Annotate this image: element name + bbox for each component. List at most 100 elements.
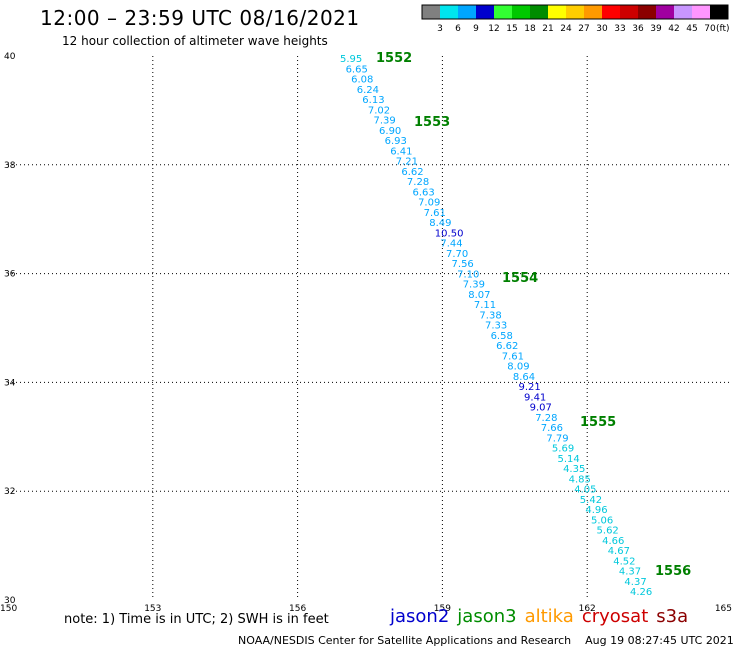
colorbar-tick-label: 3 [437,24,443,34]
swh-value-label: 4.35 [563,464,585,475]
colorbar-swatch [602,5,620,19]
colorbar-swatch [638,5,656,19]
swh-value-label: 6.58 [491,331,513,342]
swh-value-label: 5.14 [558,454,580,465]
colorbar-swatch [512,5,530,19]
swh-value-label: 6.24 [357,85,379,96]
swh-value-label: 8.49 [429,218,451,229]
footer-note: note: 1) Time is in UTC; 2) SWH is in fe… [64,612,329,627]
swh-value-label: 4.52 [613,556,635,567]
swh-value-label: 6.65 [346,64,368,75]
swh-value-label: 6.90 [379,126,401,137]
track-time-label: 1552 [376,51,412,66]
swh-value-label: 8.64 [513,372,535,383]
swh-value-label: 5.62 [597,526,619,537]
swh-value-label: 5.95 [340,54,362,65]
swh-value-label: 4.66 [602,536,624,547]
swh-value-label: 10.50 [435,228,464,239]
swh-value-label: 4.85 [569,474,591,485]
colorbar-swatch [530,5,548,19]
swh-value-label: 4.67 [608,546,630,557]
colorbar-tick-label: 33 [614,24,625,34]
swh-value-label: 4.05 [574,485,596,496]
swh-value-label: 6.63 [413,187,435,198]
colorbar-tick-label: 45 [686,24,697,34]
swh-value-label: 7.02 [368,105,390,116]
swh-value-label: 6.13 [362,95,384,106]
swh-value-label: 6.41 [390,146,412,157]
track-time-label: 1553 [414,115,450,130]
credit-line: NOAA/NESDIS Center for Satellite Applica… [238,634,734,647]
colorbar-swatch [440,5,458,19]
track-time-label: 1555 [580,415,616,430]
satellite-legend: jason2 jason3 altika cryosat s3a [390,606,696,627]
colorbar-swatch [476,5,494,19]
colorbar-swatch [692,5,710,19]
graticule [8,56,732,600]
swh-value-label: 4.37 [624,577,646,588]
swh-value-label: 6.93 [385,136,407,147]
latitude-tick-label: 38 [4,161,16,171]
legend-cryosat: cryosat [581,606,649,627]
swh-value-label: 9.07 [530,403,552,414]
swh-value-label: 6.08 [351,75,373,86]
swh-value-label: 9.41 [524,392,546,403]
latitude-tick-label: 40 [4,52,16,62]
swh-value-label: 7.33 [485,321,507,332]
swh-value-label: 7.66 [541,423,563,434]
credit-text: NOAA/NESDIS Center for Satellite Applica… [238,634,572,647]
swh-value-label: 7.61 [424,208,446,219]
colorbar-tick-label: 27 [578,24,589,34]
swh-value-label: 7.39 [373,116,395,127]
colorbar-tick-label: 30 [596,24,608,34]
swh-value-label: 5.06 [591,515,613,526]
longitude-tick-label: 165 [715,604,732,614]
latitude-tick-label: 34 [4,378,16,388]
swh-value-label: 7.39 [463,280,485,291]
swh-value-label: 4.96 [585,505,607,516]
swh-value-label: 7.10 [457,269,479,280]
track-time-label: 1556 [655,564,691,579]
longitude-tick-label: 150 [0,604,17,614]
colorbar-swatch [494,5,512,19]
swh-value-label: 7.21 [396,157,418,168]
colorbar-tick-label: 21 [542,24,553,34]
swh-value-label: 8.07 [468,290,490,301]
colorbar-tick-label: 18 [524,24,536,34]
longitude-tick-label: 159 [434,604,451,614]
longitude-tick-label: 162 [579,604,596,614]
swh-value-label: 7.61 [502,351,524,362]
jason3-ground-track: 5.956.656.086.246.137.027.396.906.936.41… [340,54,652,598]
swh-value-label: 6.62 [401,167,423,178]
colorbar-tick-label: 36 [632,24,644,34]
swh-value-label: 9.21 [518,382,540,393]
swh-value-label: 7.09 [418,198,440,209]
colorbar-swatch [674,5,692,19]
colorbar-frame [421,4,729,20]
colorbar-swatch [620,5,638,19]
swh-value-label: 7.28 [407,177,429,188]
swh-value-label: 7.56 [452,259,474,270]
legend-jason2: jason2 [390,606,450,627]
swh-value-label: 7.44 [440,239,462,250]
swh-value-label: 8.09 [507,362,529,373]
swh-value-label: 4.26 [630,587,652,598]
swh-value-label: 5.42 [580,495,602,506]
swh-value-label: 7.79 [546,433,568,444]
longitude-tick-label: 156 [289,604,306,614]
colorbar-tick-label: 15 [506,24,517,34]
swh-value-label: 7.11 [474,300,496,311]
swh-value-label: 6.62 [496,341,518,352]
latitude-tick-label: 30 [4,596,16,606]
colorbar-swatch [548,5,566,19]
latitude-tick-label: 36 [4,270,16,280]
swh-value-label: 7.70 [446,249,468,260]
colorbar-swatch [458,5,476,19]
swh-value-label: 4.37 [619,567,641,578]
wave-height-colorbar: 3 6 9 12 15 18 21 24 27 30 33 36 39 42 45 70 (ft) [421,4,730,34]
colorbar-swatch [710,5,728,19]
colorbar-tick-label: 70 [704,24,716,34]
colorbar-tick-label: 12 [488,24,499,34]
page-subtitle: 12 hour collection of altimeter wave hei… [62,34,328,48]
